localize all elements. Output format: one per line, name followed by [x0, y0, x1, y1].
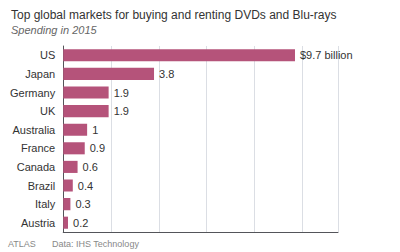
svg-text:0.2: 0.2 [73, 217, 88, 229]
svg-text:Japan: Japan [25, 68, 55, 80]
svg-text:ATLAS: ATLAS [8, 239, 36, 249]
svg-text:Italy: Italy [35, 198, 56, 210]
svg-text:0.6: 0.6 [83, 161, 98, 173]
svg-text:Austria: Austria [21, 217, 56, 229]
svg-text:1: 1 [92, 124, 98, 136]
svg-text:Top global markets for buying: Top global markets for buying and rentin… [11, 8, 337, 22]
svg-text:France: France [21, 142, 55, 154]
svg-text:Spending in 2015: Spending in 2015 [11, 24, 98, 36]
svg-text:Canada: Canada [17, 161, 56, 173]
svg-text:0.3: 0.3 [75, 198, 90, 210]
svg-text:3.8: 3.8 [159, 68, 174, 80]
svg-text:Australia: Australia [12, 124, 56, 136]
svg-text:Data: IHS Technology: Data: IHS Technology [52, 239, 139, 249]
svg-text:Germany: Germany [10, 87, 56, 99]
svg-text:$9.7 billion: $9.7 billion [300, 49, 353, 61]
svg-text:US: US [40, 49, 55, 61]
svg-text:0.9: 0.9 [90, 142, 105, 154]
svg-text:1.9: 1.9 [114, 87, 129, 99]
svg-text:0.4: 0.4 [78, 180, 93, 192]
svg-text:1.9: 1.9 [114, 105, 129, 117]
svg-text:UK: UK [40, 105, 56, 117]
svg-text:Brazil: Brazil [28, 180, 56, 192]
